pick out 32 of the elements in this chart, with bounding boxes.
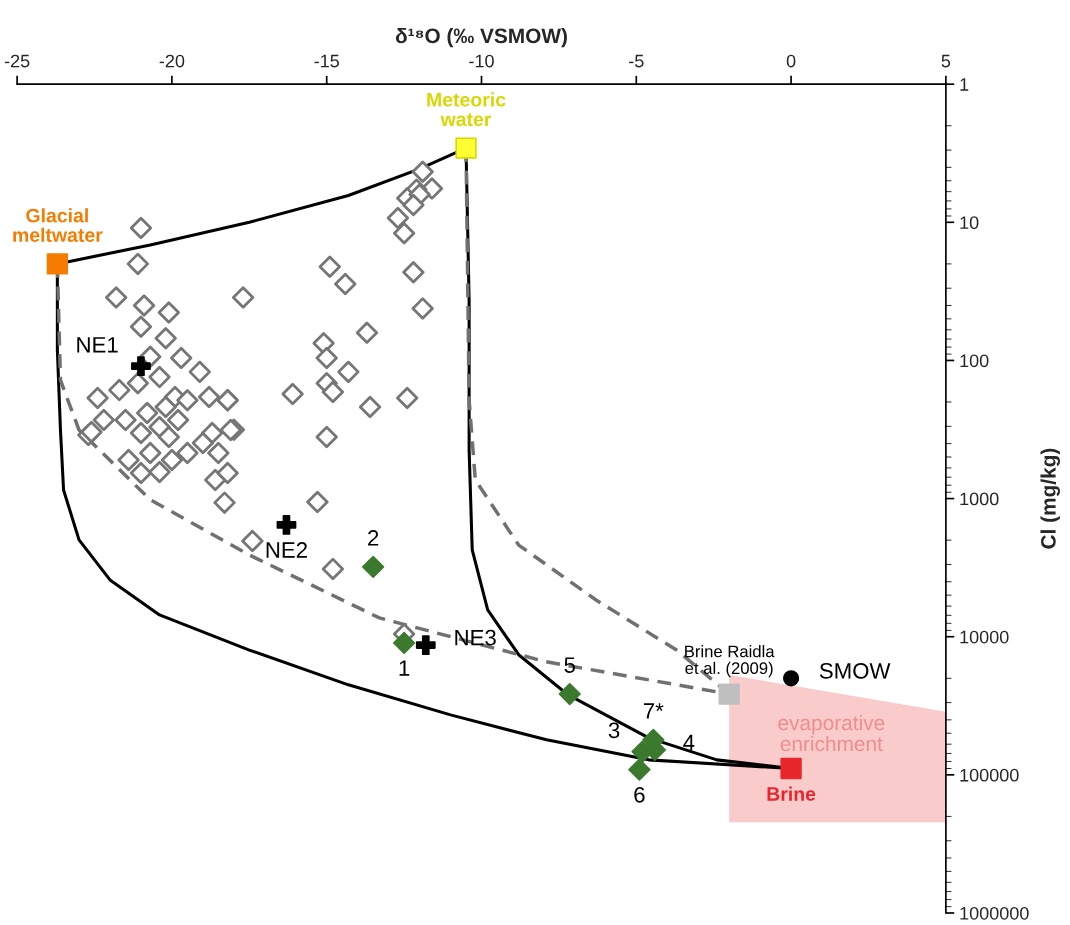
- annotation: 4: [683, 734, 695, 751]
- series-label: Glacial meltwater: [13, 208, 103, 242]
- series-label: evaporative enrichment: [778, 714, 885, 752]
- y-tick-label: 10000: [960, 630, 1009, 644]
- y-tick-label: 100: [960, 354, 989, 368]
- y-tick-label: 100000: [960, 768, 1019, 782]
- annotation: NE3: [455, 629, 496, 646]
- series-label: Meteoric water: [427, 92, 506, 127]
- annotation: 5: [564, 657, 575, 673]
- annotation: SMOW: [819, 662, 891, 679]
- annotation: 6: [634, 786, 645, 803]
- annotation: NE1: [77, 337, 118, 353]
- y-tick-label: 10: [960, 216, 979, 230]
- x-tick-label: -10: [469, 54, 494, 68]
- x-tick-label: -15: [314, 54, 339, 68]
- x-tick-label: -5: [629, 54, 644, 68]
- x-tick-label: -25: [4, 54, 30, 68]
- x-tick-label: 5: [941, 54, 951, 68]
- x-axis-title: δ¹⁸O (‰ VSMOW): [395, 27, 567, 48]
- annotation: Brine Raidla et al. (2009): [685, 645, 775, 678]
- y-tick-label: 1000: [960, 492, 999, 506]
- x-tick-label: -20: [159, 54, 185, 68]
- annotation: 1: [399, 660, 410, 676]
- annotation: 7*: [643, 703, 664, 719]
- annotation: 2: [368, 530, 379, 546]
- x-tick-label: 0: [786, 54, 796, 68]
- annotation: NE2: [266, 542, 307, 558]
- y-axis-title: Cl (mg/kg): [1040, 448, 1060, 549]
- y-tick-label: 1000000: [960, 906, 1029, 920]
- y-tick-label: 1: [960, 78, 969, 91]
- series-label: Brine: [767, 786, 816, 801]
- annotation: 3: [608, 722, 620, 739]
